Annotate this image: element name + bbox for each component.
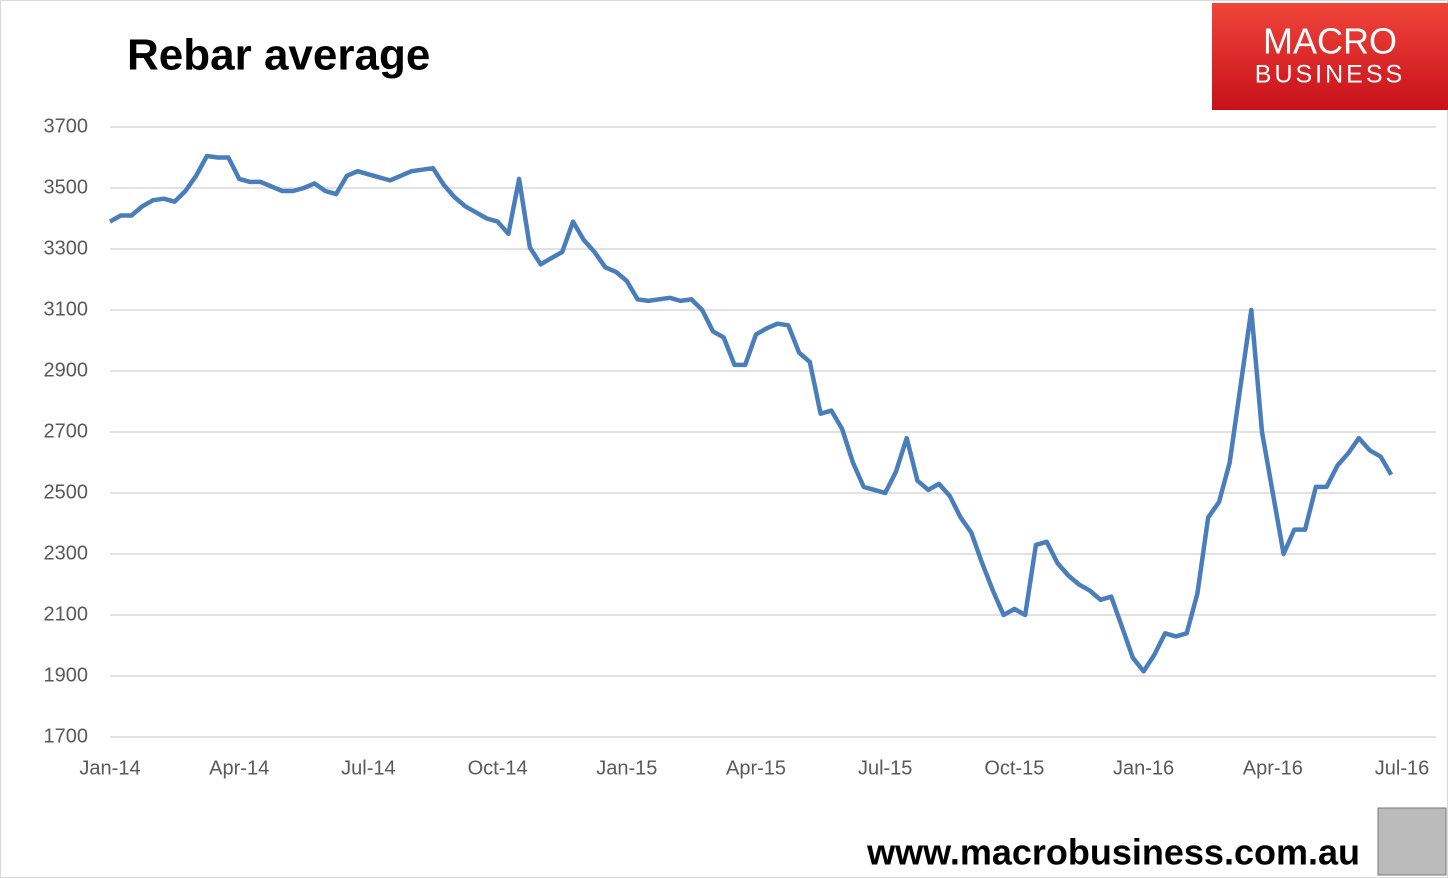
logo-line2: BUSINESS: [1255, 61, 1405, 89]
x-tick-label: Jul-16: [1375, 757, 1429, 779]
y-tick-label: 1900: [44, 664, 89, 686]
y-tick-label: 2700: [44, 420, 89, 442]
y-tick-label: 3500: [44, 176, 89, 198]
x-tick-label: Jul-14: [341, 757, 395, 779]
chart-title: Rebar average: [127, 31, 430, 80]
fox-icon: [1377, 807, 1447, 876]
y-tick-label: 3700: [44, 115, 89, 137]
x-tick-label: Apr-15: [726, 757, 786, 779]
x-tick-label: Jan-15: [596, 757, 657, 779]
x-tick-label: Jan-16: [1113, 757, 1174, 779]
y-tick-label: 2500: [44, 481, 89, 503]
x-tick-label: Jan-14: [79, 757, 140, 779]
x-tick-label: Oct-15: [984, 757, 1044, 779]
line: [108, 153, 1394, 674]
x-tick-label: Jul-15: [858, 757, 912, 779]
y-tick-label: 2900: [44, 359, 89, 381]
y-tick-label: 3300: [44, 237, 89, 259]
y-tick-label: 1700: [44, 725, 89, 747]
x-tick-label: Oct-14: [468, 757, 528, 779]
x-tick-label: Apr-14: [209, 757, 269, 779]
y-tick-label: 2100: [44, 603, 89, 625]
footer: www.macrobusiness.com.au: [866, 832, 1360, 873]
x-tick-label: Apr-16: [1243, 757, 1303, 779]
logo-box: [1212, 3, 1448, 110]
y-tick-label: 2300: [44, 542, 89, 564]
y-tick-label: 3100: [44, 298, 89, 320]
logo-line1: MACRO: [1263, 21, 1397, 62]
